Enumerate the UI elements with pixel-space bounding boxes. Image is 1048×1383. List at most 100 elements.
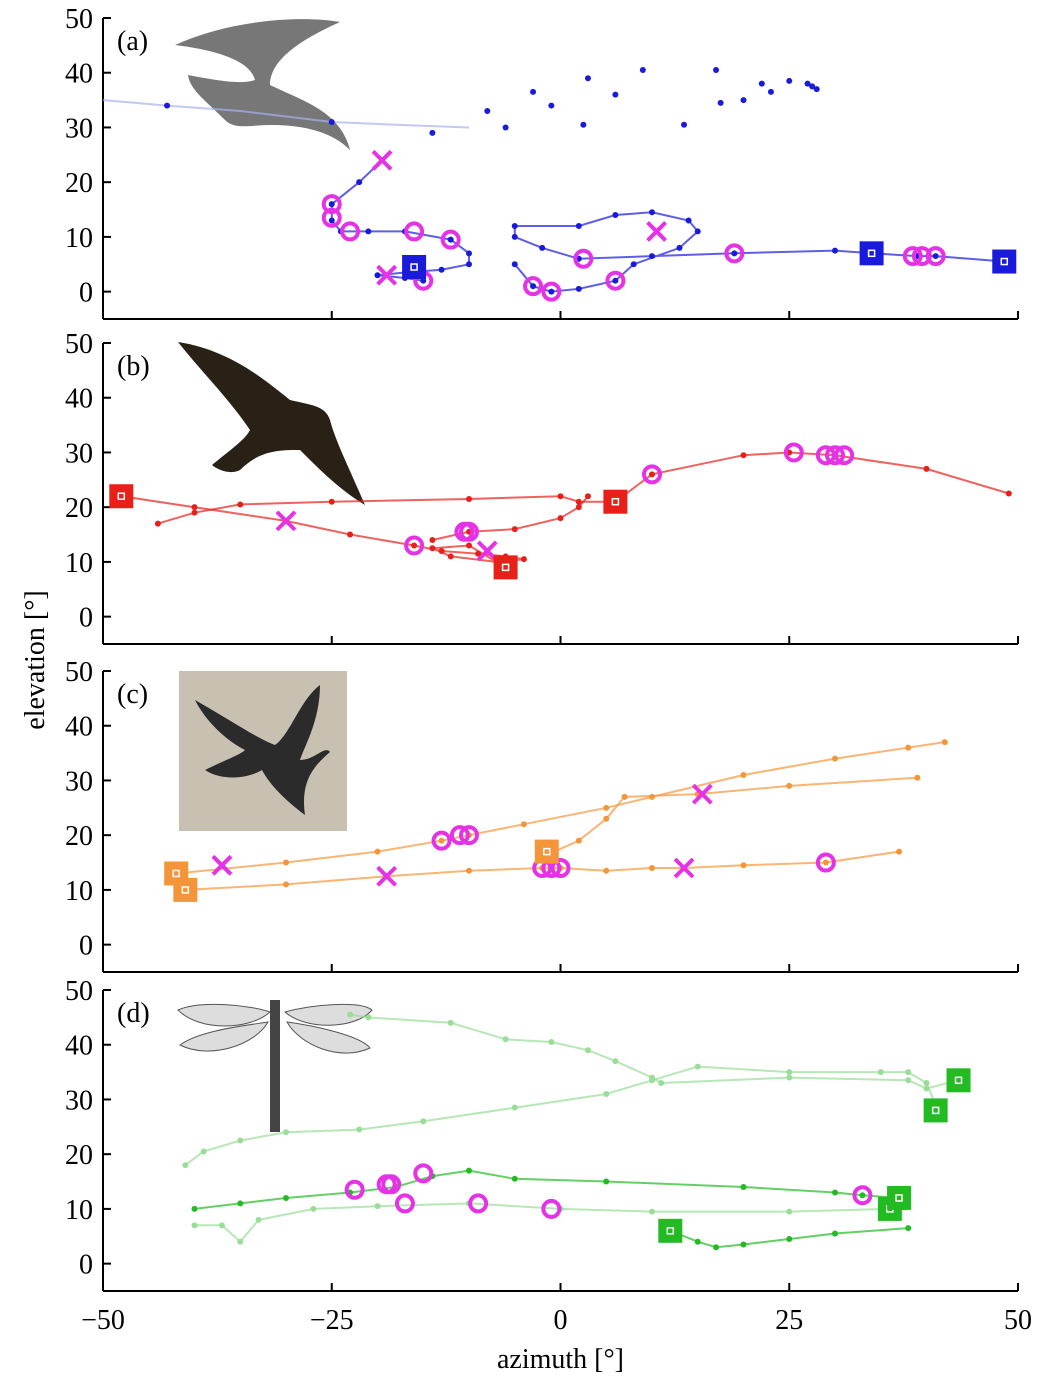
y-tick-label: 40 <box>65 59 93 90</box>
square-inner <box>117 492 126 500</box>
track-point <box>557 515 564 522</box>
track-point <box>484 108 491 115</box>
circle-marker <box>340 221 361 242</box>
track-point <box>612 1058 619 1065</box>
circle-marker <box>541 281 562 302</box>
track-point <box>420 277 427 284</box>
square-marker <box>887 1185 912 1210</box>
circle-marker <box>440 229 461 250</box>
panel-label: (c) <box>117 679 148 710</box>
x-tick-label: 25 <box>775 1305 803 1336</box>
y-tick-label: 10 <box>65 223 93 254</box>
track-point <box>859 1192 866 1199</box>
track-point <box>466 1167 472 1174</box>
track-point <box>466 867 472 874</box>
square-marker <box>402 255 427 280</box>
circle-marker <box>404 535 425 556</box>
track-line <box>176 741 945 875</box>
square-inner <box>611 497 620 506</box>
square-marker <box>658 1218 683 1243</box>
track-point <box>575 498 582 505</box>
track-point <box>191 1222 198 1229</box>
track-point <box>283 1194 289 1201</box>
track-line <box>102 99 470 129</box>
square-marker <box>992 249 1017 274</box>
cross-marker <box>646 221 667 242</box>
track-point <box>809 83 816 90</box>
track-point <box>374 1203 381 1210</box>
track-point <box>713 1244 720 1251</box>
circle-marker <box>573 248 594 269</box>
track-point <box>511 233 518 240</box>
track-point <box>584 493 591 500</box>
track-point <box>603 804 610 811</box>
track-point <box>786 782 793 789</box>
track-point <box>877 1069 884 1076</box>
track-point <box>905 744 912 751</box>
track-point <box>328 118 335 125</box>
track-point <box>475 550 482 557</box>
track-line <box>184 1065 941 1166</box>
track-point <box>676 244 683 251</box>
y-tick-label: 40 <box>65 712 93 743</box>
track-point <box>905 1077 912 1084</box>
track-point <box>365 228 372 235</box>
square-marker <box>173 877 198 902</box>
track-point <box>356 1126 363 1133</box>
track-point <box>511 261 518 268</box>
track-point <box>154 520 161 527</box>
track-point <box>740 771 747 778</box>
track-point <box>786 1208 793 1215</box>
y-tick-label: 0 <box>79 278 93 309</box>
square-inner <box>543 847 551 856</box>
circle-marker <box>902 246 923 267</box>
track-point <box>717 99 724 106</box>
track-point <box>649 209 655 216</box>
track-point <box>603 867 610 874</box>
track-point <box>786 1236 793 1243</box>
track-point <box>905 1069 912 1076</box>
x-tick-label: −25 <box>310 1305 354 1336</box>
circle-marker <box>925 246 946 267</box>
track-point <box>649 1074 655 1081</box>
y-tick-label: 20 <box>65 493 93 524</box>
square-inner <box>867 249 876 258</box>
circle-marker <box>431 830 452 851</box>
track-point <box>237 501 244 508</box>
y-tick-label: 20 <box>65 168 93 199</box>
track-point <box>438 837 445 844</box>
y-tick-label: 40 <box>65 384 93 415</box>
track-point <box>200 1148 207 1155</box>
track-point <box>685 217 692 224</box>
y-tick-label: 30 <box>65 438 93 469</box>
x-tick-label: 50 <box>1004 1305 1032 1336</box>
track-point <box>466 542 472 549</box>
track-point <box>786 1069 793 1076</box>
track-line <box>541 776 918 859</box>
track-point <box>365 1014 372 1021</box>
track-point <box>328 498 335 505</box>
track-point <box>832 1189 838 1196</box>
track-point <box>914 774 921 781</box>
track-point <box>255 1216 262 1223</box>
circle-marker <box>815 445 836 466</box>
track-point <box>612 277 619 284</box>
track-point <box>283 859 289 866</box>
square-marker <box>923 1098 948 1123</box>
panel: 0 10 20 30 40 50 (b) <box>65 329 1019 645</box>
x-axis-label: azimuth [°] <box>497 1344 624 1375</box>
track-point <box>502 1036 509 1043</box>
cross-marker <box>376 865 398 887</box>
track-point <box>932 253 939 260</box>
panel-label: (d) <box>117 998 150 1029</box>
track-point <box>941 739 948 746</box>
track-point <box>584 1047 591 1054</box>
track-point <box>191 1205 198 1212</box>
y-tick-label: 40 <box>65 1031 93 1062</box>
track-point <box>447 1019 454 1026</box>
panel-label: (a) <box>117 26 148 57</box>
track-point <box>374 272 381 279</box>
circle-marker <box>852 1185 873 1206</box>
y-tick-label: 10 <box>65 876 93 907</box>
square-marker <box>493 555 518 580</box>
